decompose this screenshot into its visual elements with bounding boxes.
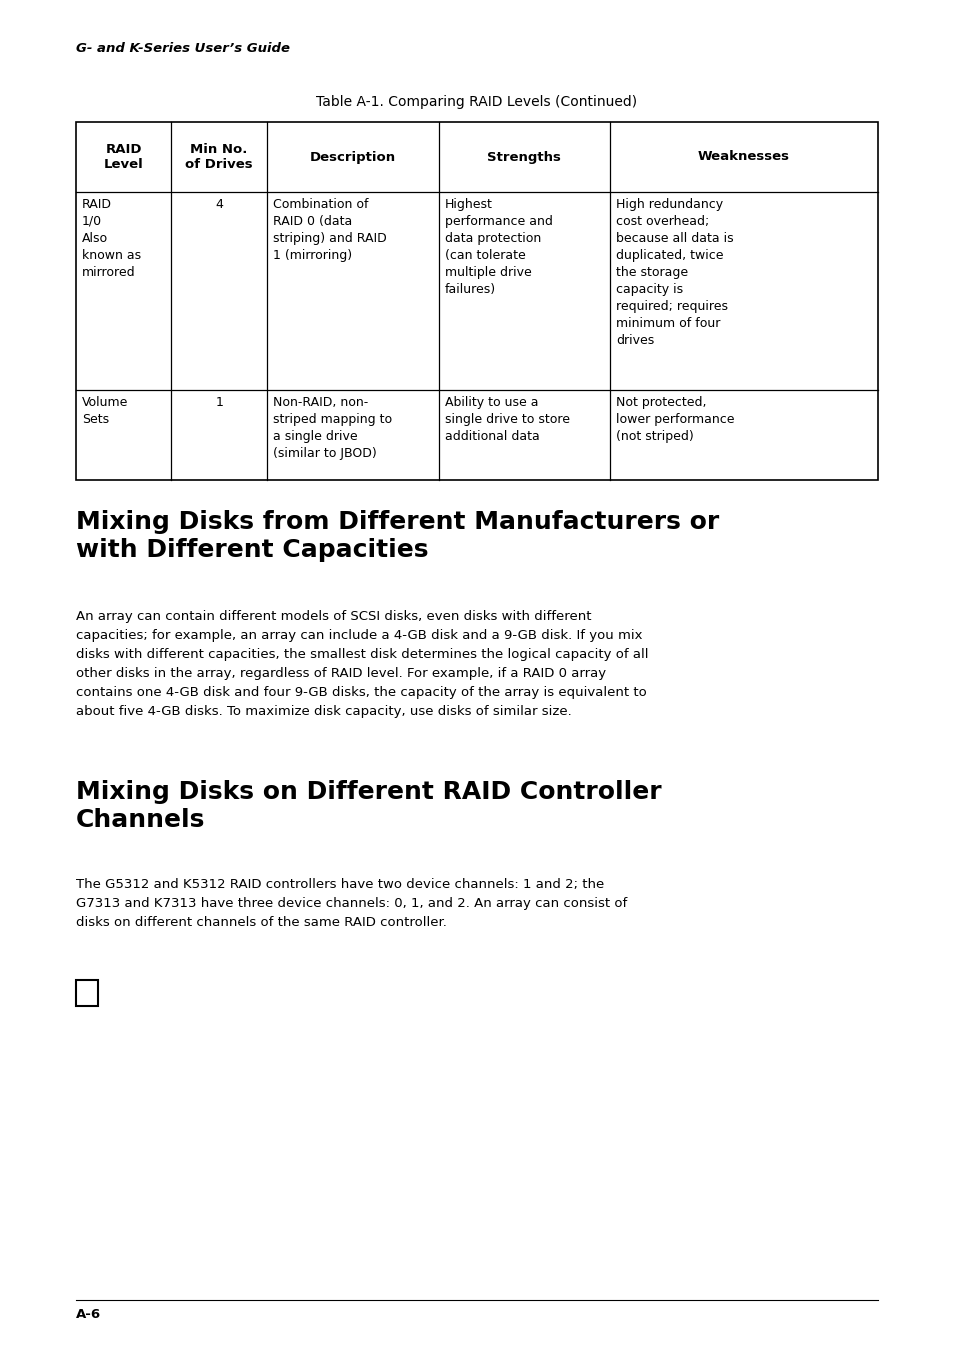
Text: 1: 1 (215, 396, 223, 410)
Text: Highest
performance and
data protection
(can tolerate
multiple drive
failures): Highest performance and data protection … (444, 197, 552, 296)
Text: Mixing Disks from Different Manufacturers or
with Different Capacities: Mixing Disks from Different Manufacturer… (76, 510, 719, 562)
Text: RAID
1/0
Also
known as
mirrored: RAID 1/0 Also known as mirrored (82, 197, 141, 279)
Text: Combination of
RAID 0 (data
striping) and RAID
1 (mirroring): Combination of RAID 0 (data striping) an… (273, 197, 386, 262)
Text: Weaknesses: Weaknesses (698, 150, 789, 164)
Text: Volume
Sets: Volume Sets (82, 396, 129, 426)
Text: Mixing Disks on Different RAID Controller
Channels: Mixing Disks on Different RAID Controlle… (76, 780, 661, 831)
Text: Table A-1. Comparing RAID Levels (Continued): Table A-1. Comparing RAID Levels (Contin… (316, 95, 637, 110)
Text: Ability to use a
single drive to store
additional data: Ability to use a single drive to store a… (444, 396, 569, 443)
Text: An array can contain different models of SCSI disks, even disks with different
c: An array can contain different models of… (76, 610, 648, 718)
Text: G- and K-Series User’s Guide: G- and K-Series User’s Guide (76, 42, 290, 55)
Text: Non-RAID, non-
striped mapping to
a single drive
(similar to JBOD): Non-RAID, non- striped mapping to a sing… (273, 396, 392, 460)
Text: The G5312 and K5312 RAID controllers have two device channels: 1 and 2; the
G731: The G5312 and K5312 RAID controllers hav… (76, 877, 626, 929)
Text: A-6: A-6 (76, 1307, 101, 1321)
Text: Not protected,
lower performance
(not striped): Not protected, lower performance (not st… (616, 396, 734, 443)
Bar (76, 122, 877, 480)
Text: High redundancy
cost overhead;
because all data is
duplicated, twice
the storage: High redundancy cost overhead; because a… (616, 197, 733, 347)
Text: Strengths: Strengths (487, 150, 560, 164)
Text: Description: Description (310, 150, 395, 164)
Text: 4: 4 (215, 197, 223, 211)
Text: Min No.
of Drives: Min No. of Drives (185, 143, 253, 172)
Text: RAID
Level: RAID Level (104, 143, 144, 172)
Bar (76, 980, 98, 1006)
